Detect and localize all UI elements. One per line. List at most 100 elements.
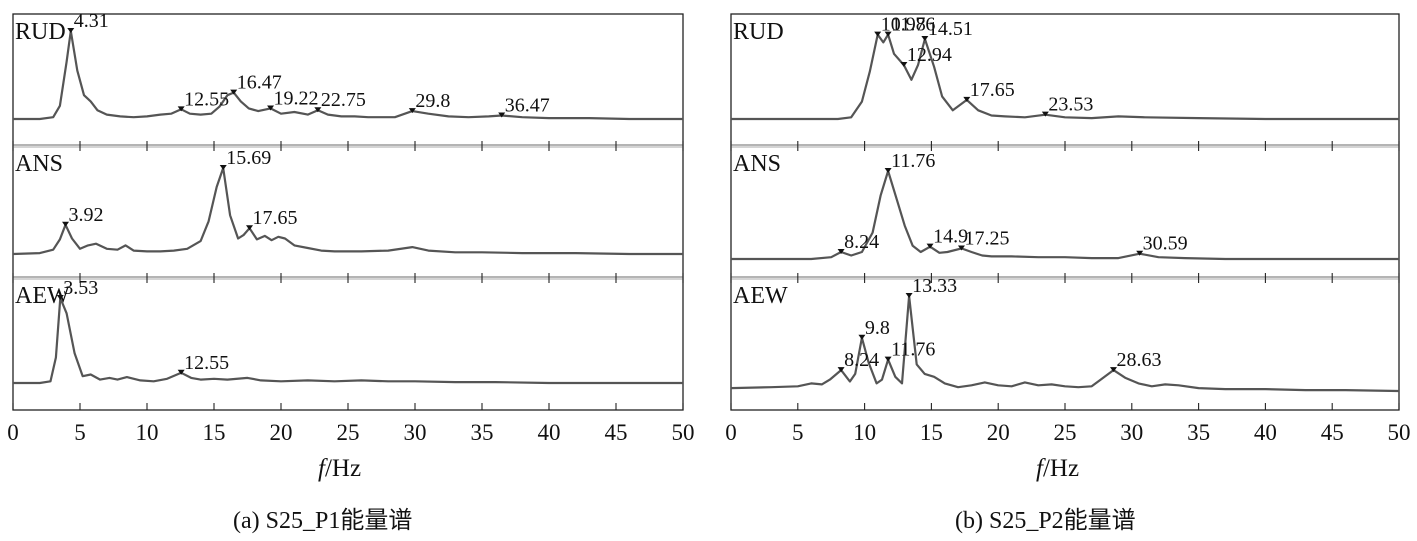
- x-tick-label-a: 15: [203, 420, 226, 445]
- peak-label: 9.8: [865, 317, 890, 339]
- plot-frame-a: [12, 13, 684, 411]
- peak-label: 4.31: [74, 10, 109, 32]
- x-axis-label-b-symbol: f: [1036, 455, 1043, 482]
- plot-frame-b: [730, 13, 1400, 411]
- peak-marker: [1136, 250, 1144, 256]
- panel-b-ans: ANS 8.24 11.76 14.917.25 30.59: [731, 150, 1399, 261]
- x-tick-label-b: 15: [920, 420, 943, 445]
- peak-label: 10.98: [881, 14, 926, 36]
- series-line: [12, 166, 683, 256]
- panel-name: ANS: [15, 151, 63, 177]
- x-tick-label-b: 10: [853, 420, 876, 445]
- peak-label: 30.59: [1143, 233, 1188, 255]
- x-axis-label-b: f/Hz: [1036, 455, 1079, 483]
- peak-label: 17.65: [970, 79, 1015, 101]
- peak-marker: [884, 356, 892, 362]
- caption-b: (b) S25_P2能量谱: [955, 508, 1136, 534]
- panel-name: RUD: [733, 19, 784, 45]
- peak-marker: [900, 62, 908, 68]
- series-line: [731, 33, 1399, 121]
- peak-label: 11.76: [891, 14, 935, 36]
- peak-marker: [230, 89, 238, 95]
- peak-marker: [67, 28, 75, 33]
- peak-label: 14.9: [933, 226, 968, 248]
- peak-label: 12.55: [184, 352, 229, 374]
- peak-marker: [56, 295, 64, 300]
- peak-marker: [921, 35, 929, 41]
- peak-marker: [177, 369, 185, 375]
- chart-a: 0 5 10 15 20 25 30 35 40 45 50 RUD 4.31 12.55 16.4719.…: [7, 10, 694, 445]
- x-tick-label-a: 30: [404, 420, 427, 445]
- peak-label: 8.24: [844, 231, 879, 253]
- series-line: [730, 294, 1400, 393]
- peak-marker: [884, 168, 892, 173]
- x-tick-label-b: 0: [725, 420, 737, 445]
- peak-marker: [957, 245, 965, 251]
- peak-label: 16.47: [237, 72, 282, 94]
- peak-marker: [267, 105, 275, 111]
- x-axis-label-a: f/Hz: [318, 455, 361, 483]
- peak-marker: [858, 334, 866, 340]
- x-tick-label-b: 20: [987, 420, 1010, 445]
- peak-label: 12.55: [184, 88, 229, 110]
- x-tick-label-a: 20: [270, 420, 293, 445]
- x-tick-label-b: 35: [1187, 420, 1210, 445]
- peak-label: 23.53: [1048, 94, 1093, 116]
- peak-marker: [926, 243, 934, 249]
- peak-label: 36.47: [505, 94, 550, 116]
- x-axis-label-a-symbol: f: [318, 455, 325, 482]
- x-tick-label-a: 45: [605, 420, 628, 445]
- peak-marker: [1109, 367, 1117, 373]
- peak-marker: [246, 225, 254, 231]
- x-tick-label-b: 30: [1120, 420, 1143, 445]
- peak-label: 12.94: [907, 44, 952, 66]
- peak-label: 29.8: [415, 90, 450, 112]
- x-tick-label-a: 10: [136, 420, 159, 445]
- peak-marker: [177, 106, 185, 112]
- panel-b-aew: AEW 8.24 9.811.76 13.33 28.63: [730, 275, 1400, 393]
- peak-marker: [1041, 111, 1049, 117]
- peak-label: 15.69: [226, 147, 271, 169]
- peak-marker: [963, 96, 971, 102]
- x-axis-label-b-unit: /Hz: [1042, 455, 1080, 482]
- peak-label: 11.76: [891, 150, 935, 172]
- peak-label: 13.33: [912, 275, 957, 297]
- panel-a-ans: ANS 3.92 15.69 17.65: [12, 147, 683, 256]
- peak-label: 14.51: [928, 18, 973, 40]
- series-line: [13, 29, 683, 121]
- peak-marker: [874, 31, 882, 37]
- series-line: [731, 169, 1399, 261]
- peak-label: 28.63: [1116, 349, 1161, 371]
- series-line: [13, 296, 683, 385]
- x-tick-label-b: 40: [1254, 420, 1277, 445]
- peak-marker: [314, 107, 322, 113]
- peak-marker: [884, 31, 892, 37]
- peak-marker: [837, 367, 845, 373]
- x-tick-label-a: 35: [471, 420, 494, 445]
- peak-label: 19.22: [274, 87, 319, 109]
- peak-label: 22.75: [321, 89, 366, 111]
- x-tick-label-b: 45: [1321, 420, 1344, 445]
- peak-marker: [408, 108, 416, 114]
- x-tick-label-a: 50: [672, 420, 695, 445]
- peak-label: 3.92: [69, 204, 104, 226]
- peak-label: 11.76: [891, 339, 935, 361]
- panel-name: ANS: [733, 151, 781, 177]
- panel-name: AEW: [733, 283, 788, 309]
- x-tick-label-a: 25: [337, 420, 360, 445]
- peak-label: 8.24: [844, 349, 879, 371]
- x-tick-label-b: 25: [1054, 420, 1077, 445]
- peak-marker: [62, 221, 70, 227]
- x-tick-label-b: 5: [792, 420, 804, 445]
- peak-marker: [498, 112, 506, 118]
- peak-label: 17.65: [253, 207, 298, 229]
- peak-marker: [219, 165, 227, 170]
- x-tick-label-a: 5: [74, 420, 86, 445]
- x-tick-label-b: 50: [1388, 420, 1411, 445]
- x-tick-label-a: 40: [538, 420, 561, 445]
- peak-label: 3.53: [63, 277, 98, 299]
- peak-label: 17.25: [964, 227, 1009, 249]
